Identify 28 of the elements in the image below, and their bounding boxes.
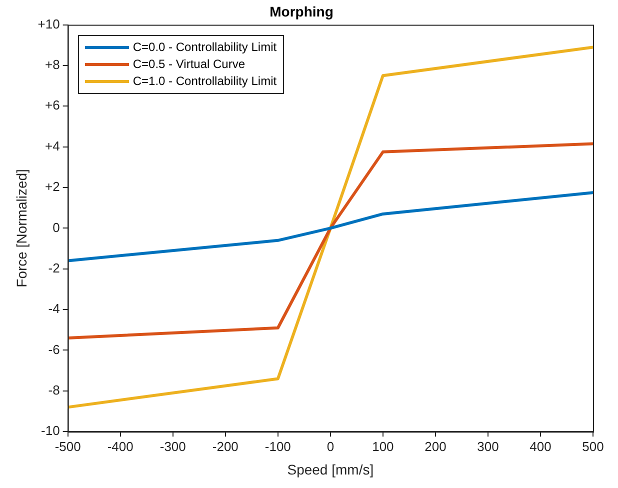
x-tick-label: 200 — [424, 438, 446, 454]
y-tick-label: +6 — [45, 98, 60, 113]
x-tick-label: 500 — [582, 438, 604, 454]
legend-label: C=0.0 - Controllability Limit — [132, 40, 277, 54]
y-tick-label: 0 — [52, 220, 60, 235]
x-axis-title: Speed [mm/s] — [287, 461, 374, 478]
x-tick-label: -300 — [160, 438, 186, 454]
x-tick-label: 300 — [477, 438, 499, 454]
x-tick-label: 400 — [530, 438, 552, 454]
chart-title: Morphing — [270, 3, 334, 20]
y-axis-title: Force [Normalized] — [13, 169, 30, 288]
y-tick-label: +4 — [45, 138, 60, 154]
x-tick-label: -500 — [54, 438, 81, 454]
legend-label: C=0.5 - Virtual Curve — [132, 57, 246, 72]
x-tick-label: -400 — [107, 438, 134, 454]
y-tick-label: -8 — [48, 382, 60, 398]
x-tick-label: -100 — [264, 438, 291, 454]
y-tick-label: +10 — [38, 16, 60, 32]
y-tick-label: +2 — [45, 179, 60, 194]
legend-label: C=1.0 - Controllability Limit — [132, 74, 277, 88]
x-tick-label: -200 — [212, 438, 238, 454]
x-tick-label: 100 — [372, 438, 394, 454]
y-tick-label: -6 — [48, 342, 60, 357]
y-tick-label: -10 — [41, 423, 60, 438]
y-tick-label: +8 — [45, 57, 60, 72]
y-tick-label: -2 — [48, 260, 60, 276]
x-tick-label: 0 — [326, 438, 334, 454]
y-tick-label: -4 — [48, 301, 60, 316]
